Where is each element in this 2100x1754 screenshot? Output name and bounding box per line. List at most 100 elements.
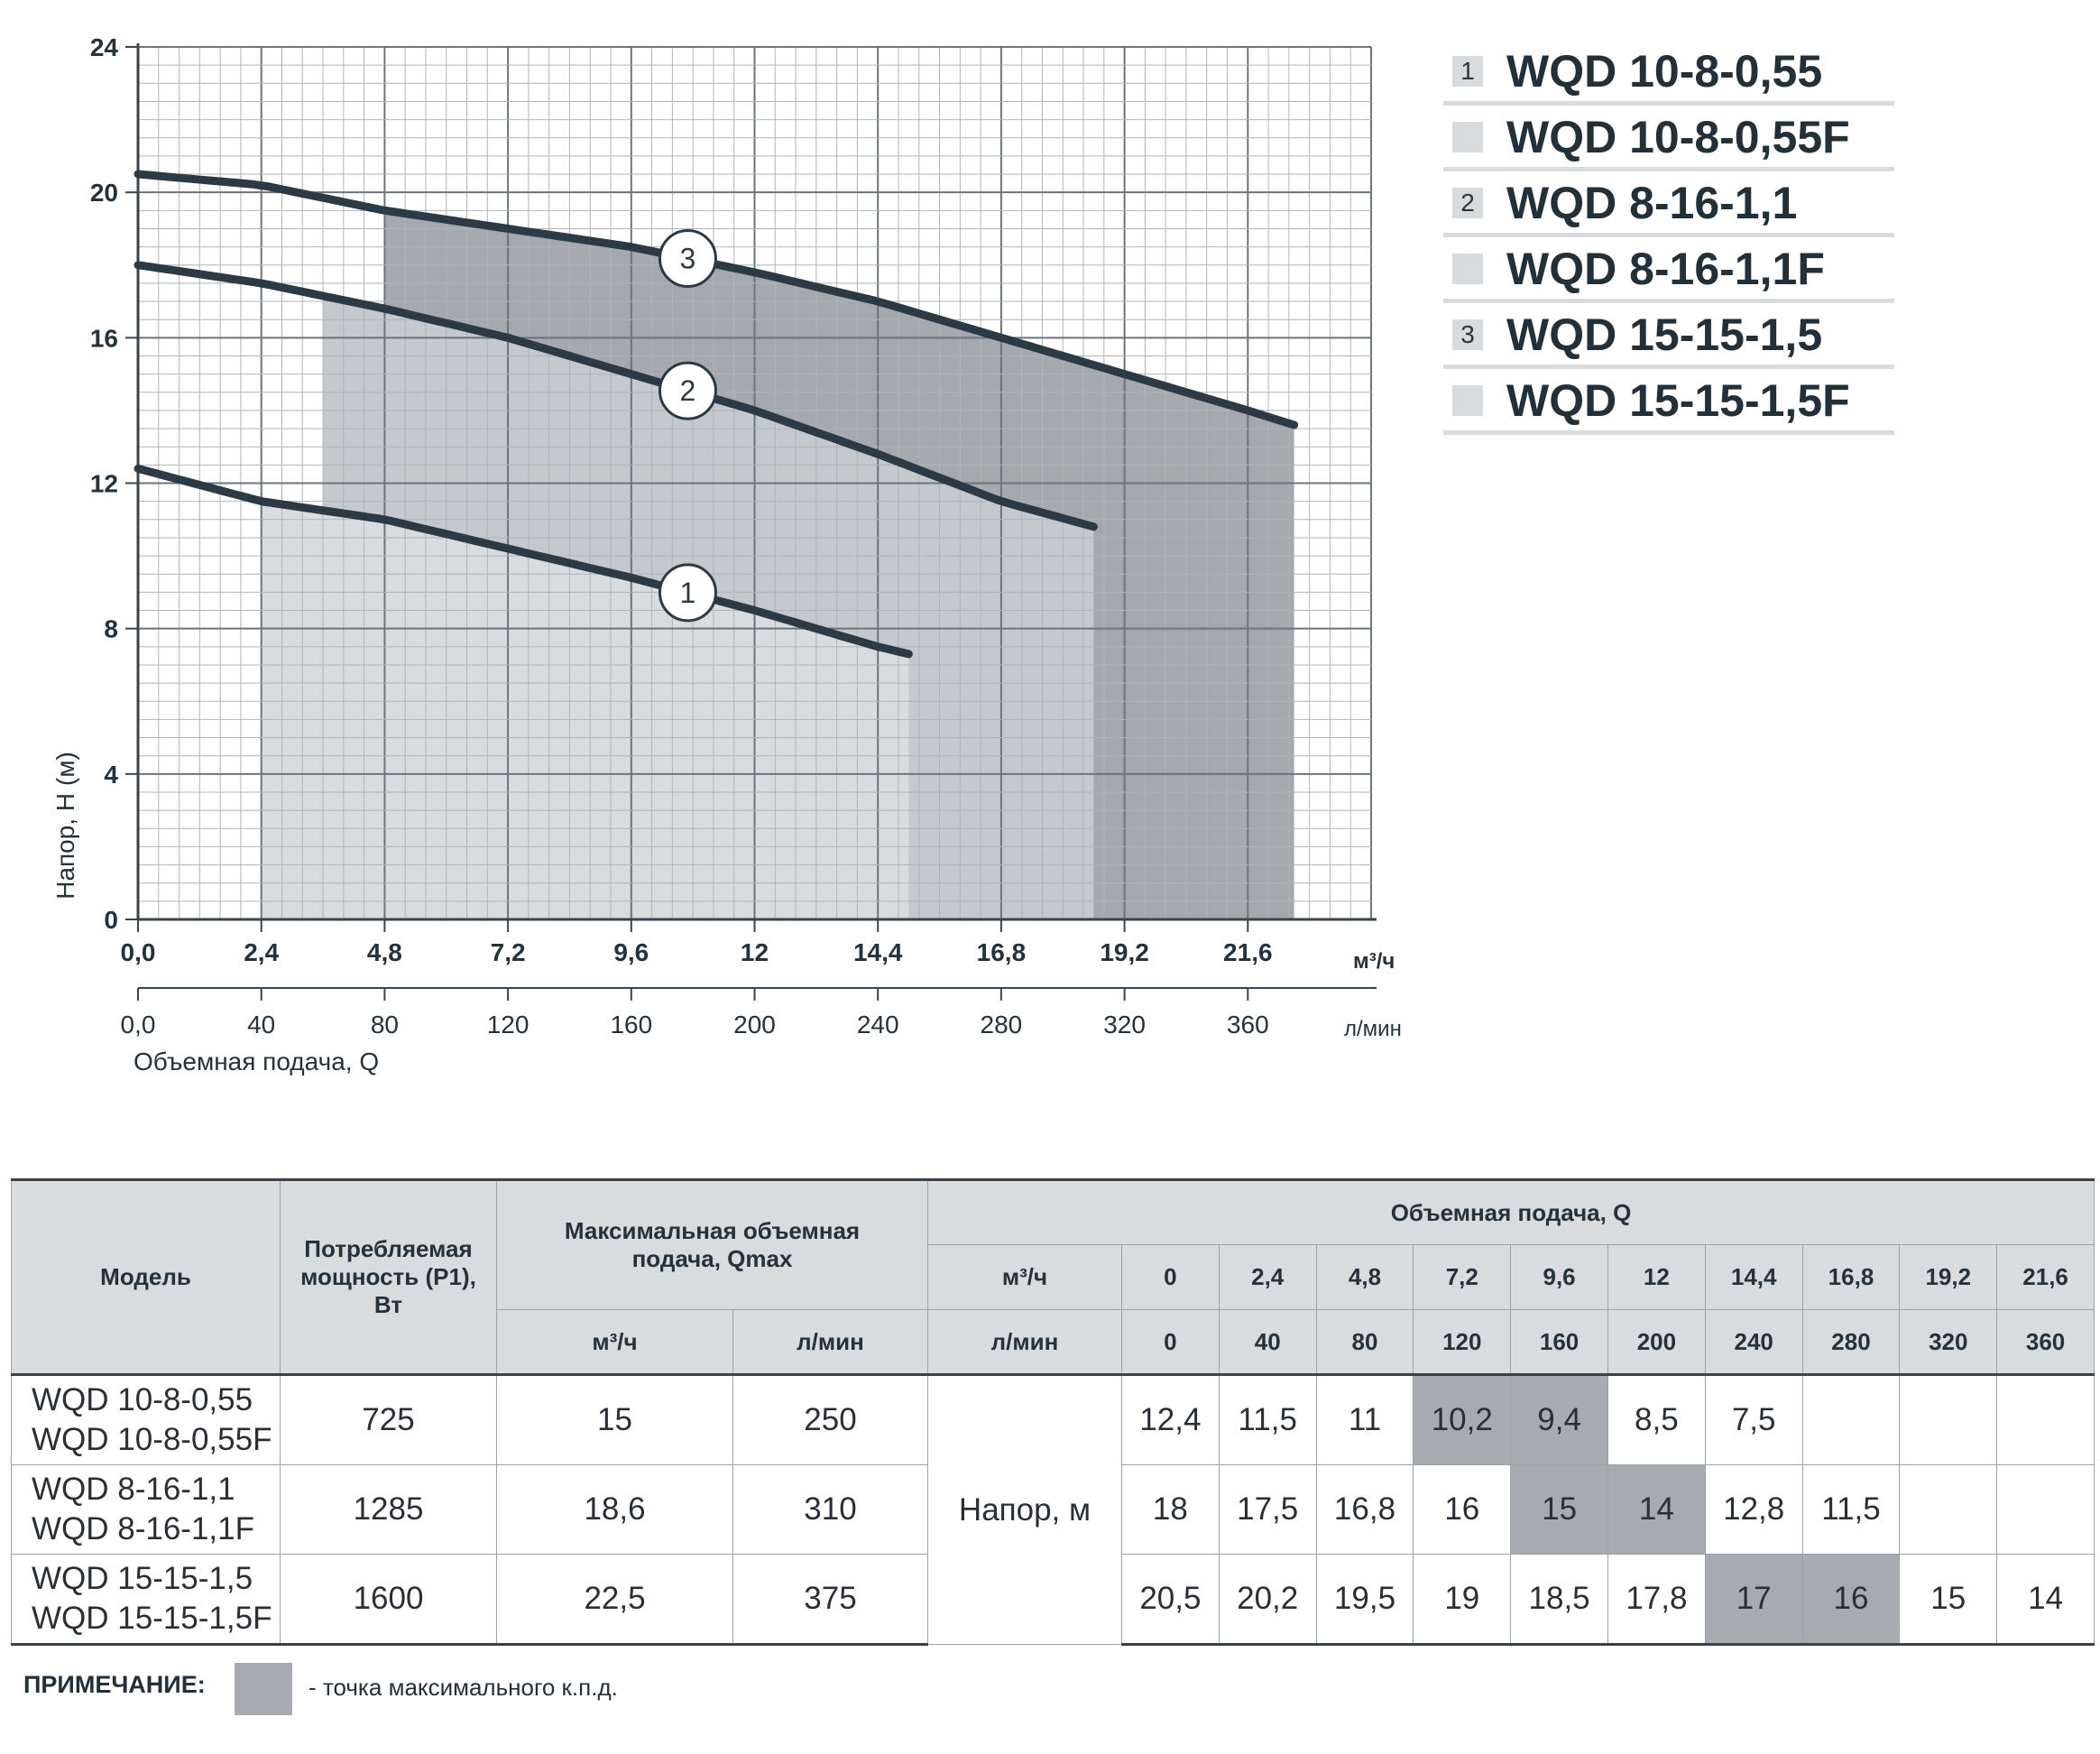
head-value-cell: 17 — [1704, 1554, 1803, 1646]
head-value-cell: 15 — [1899, 1554, 1998, 1646]
x2-tick-label: 200 — [733, 1011, 776, 1039]
head-value-cell — [1899, 1373, 1998, 1465]
head-value-cell: 18,5 — [1510, 1554, 1608, 1646]
q-lmin-header: 80 — [1315, 1309, 1414, 1375]
head-value-cell: 7,5 — [1704, 1373, 1803, 1465]
q-m3h-header: 4,8 — [1315, 1244, 1414, 1310]
x-unit-label: м³/ч — [1353, 949, 1395, 974]
q-lmin-header: 320 — [1899, 1309, 1998, 1375]
x2-tick-label: 0,0 — [121, 1011, 156, 1039]
curve-2 — [134, 261, 1098, 531]
qmax-m3h-cell: 18,6 — [496, 1464, 733, 1555]
y-tick-label: 16 — [90, 324, 118, 352]
x-tick-label: 0,0 — [121, 938, 156, 966]
head-value-cell — [1996, 1373, 2095, 1465]
qmax-m3h-cell: 15 — [496, 1373, 733, 1465]
model-cell: WQD 8-16-1,1 WQD 8-16-1,1F — [11, 1464, 281, 1555]
qmax-lmin-cell: 250 — [732, 1373, 928, 1465]
head-value-cell: 10,2 — [1413, 1373, 1512, 1465]
legend-swatch: 2 — [1452, 188, 1483, 218]
head-value-cell: 20,5 — [1121, 1554, 1220, 1646]
head-value-cell: 9,4 — [1510, 1373, 1608, 1465]
x-tick-label: 2,4 — [244, 938, 279, 966]
chart-legend: 1 WQD 10-8-0,55 WQD 10-8-0,55F 2 WQD 8-16-1,… — [1443, 40, 1894, 435]
power-cell: 725 — [280, 1373, 497, 1465]
legend-item: WQD 8-16-1,1F — [1443, 237, 1894, 303]
q-lmin-header: 200 — [1607, 1309, 1706, 1375]
note-swatch — [235, 1663, 292, 1715]
x2-tick-label: 240 — [857, 1011, 899, 1039]
y-tick-label: 24 — [90, 33, 119, 61]
power-cell: 1600 — [280, 1554, 497, 1646]
head-value-cell — [1899, 1464, 1998, 1555]
power-cell: 1285 — [280, 1464, 497, 1555]
qmax-lmin-cell: 375 — [732, 1554, 928, 1646]
table-row: WQD 10-8-0,55 WQD 10-8-0,55F 725 15 250 Напор… — [11, 1373, 2095, 1645]
legend-swatch: 1 — [1452, 56, 1483, 87]
curve-1 — [134, 464, 913, 659]
y-tick-label: 12 — [90, 470, 118, 498]
q-m3h-header: 14,4 — [1704, 1244, 1803, 1310]
legend-label: WQD 15-15-1,5 — [1506, 309, 1823, 360]
model-name: WQD 15-15-1,5F — [32, 1601, 272, 1636]
curve-marker-label-3: 3 — [680, 243, 696, 275]
legend-swatch: 3 — [1452, 319, 1483, 350]
x-tick-label: 9,6 — [613, 938, 649, 966]
x2-tick-label: 360 — [1227, 1011, 1269, 1039]
head-value-cell: 16 — [1413, 1464, 1512, 1555]
legend-swatch — [1452, 385, 1483, 416]
head-value-cell: 11 — [1315, 1373, 1414, 1465]
x2-tick-label: 40 — [247, 1011, 275, 1039]
head-value-cell: 12,8 — [1704, 1464, 1803, 1555]
legend-item: WQD 15-15-1,5F — [1443, 369, 1894, 435]
model-name: WQD 8-16-1,1F — [32, 1511, 254, 1546]
model-name: WQD 15-15-1,5 — [32, 1561, 253, 1596]
q-m3h-header: 19,2 — [1899, 1244, 1998, 1310]
legend-item: 1 WQD 10-8-0,55 — [1443, 40, 1894, 106]
x-tick-label: 7,2 — [491, 938, 526, 966]
legend-item: 2 WQD 8-16-1,1 — [1443, 171, 1894, 237]
qmax-m3h-cell: 22,5 — [496, 1554, 733, 1646]
unit-m3h: м³/ч — [927, 1244, 1122, 1310]
legend-swatch — [1452, 122, 1483, 152]
y-tick-label: 8 — [104, 615, 118, 643]
head-value-cell: 16,8 — [1315, 1464, 1414, 1555]
pump-curve-chart: 3 2 1 0 4 8 12 16 20 24 0,0 2,4 4,8 7,2 9,6 12 14,4 16,8… — [51, 33, 1402, 1075]
q-lmin-header: 0 — [1121, 1309, 1220, 1375]
legend-label: WQD 10-8-0,55F — [1506, 112, 1850, 162]
head-value-cell: 19,5 — [1315, 1554, 1414, 1646]
q-m3h-header: 2,4 — [1218, 1244, 1317, 1310]
y-tick-label: 4 — [104, 761, 118, 789]
head-value-cell: 15 — [1510, 1464, 1608, 1555]
x-tick-label: 4,8 — [367, 938, 402, 966]
curve-marker-2 — [658, 361, 717, 420]
q-m3h-header: 0 — [1121, 1244, 1220, 1310]
head-value-cell: 17,8 — [1607, 1554, 1706, 1646]
q-m3h-header: 9,6 — [1510, 1244, 1608, 1310]
q-lmin-header: 120 — [1413, 1309, 1512, 1375]
legend-label: WQD 10-8-0,55 — [1506, 46, 1823, 97]
legend-item: 3 WQD 15-15-1,5 — [1443, 303, 1894, 369]
header-model: Модель — [11, 1178, 281, 1375]
qmax-lmin-cell: 310 — [732, 1464, 928, 1555]
curve-marker-3 — [658, 229, 717, 289]
head-value-cell — [1996, 1464, 2095, 1555]
head-value-cell: 14 — [1607, 1464, 1706, 1555]
operating-region-1 — [261, 501, 909, 919]
curve-marker-1 — [658, 563, 717, 623]
legend-swatch — [1452, 254, 1483, 284]
curve-marker-label-1: 1 — [680, 577, 696, 609]
head-value-cell: 20,2 — [1218, 1554, 1317, 1646]
q-lmin-header: 280 — [1801, 1309, 1901, 1375]
table-row: WQD 8-16-1,1 WQD 8-16-1,1F 1285 18,6 310 18 17… — [11, 1464, 2095, 1555]
unit-lmin: л/мин — [927, 1309, 1122, 1375]
x-axis-title: Объемная подача, Q — [134, 1048, 379, 1075]
q-lmin-header: 360 — [1996, 1309, 2095, 1375]
x-tick-label: 19,2 — [1100, 938, 1149, 966]
q-m3h-header: 12 — [1607, 1244, 1706, 1310]
head-value-cell: 11,5 — [1801, 1464, 1901, 1555]
y-axis-title: Напор, H (м) — [51, 752, 79, 900]
header-qmax: Максимальная объемная подача, Qmax — [496, 1178, 928, 1310]
head-label-cell: Напор, м — [927, 1373, 1122, 1645]
head-value-cell: 12,4 — [1121, 1373, 1220, 1465]
